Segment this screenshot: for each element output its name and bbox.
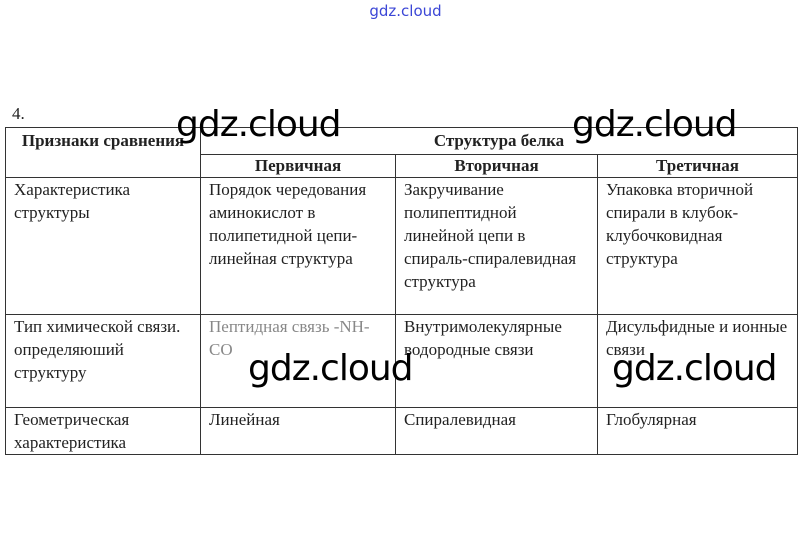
task-number: 4.: [12, 104, 25, 123]
column-header: Вторичная: [395, 154, 598, 178]
watermark: gdz.cloud: [248, 348, 414, 389]
table-cell: Пептидная связь -NH-CO: [200, 314, 396, 408]
table-cell: Линейная: [200, 407, 396, 455]
table-cell: Порядок чередования аминокислот в полипе…: [200, 177, 396, 315]
row-label: Геометрическая характеристика: [5, 407, 201, 455]
row-label: Тип химической связи. определяюший струк…: [5, 314, 201, 408]
subheader-row: Первичная Вторичная Третичная: [6, 154, 799, 178]
row-label: Характеристика структуры: [5, 177, 201, 315]
watermark: gdz.cloud: [572, 104, 738, 145]
table-cell: Глобулярная: [596, 407, 799, 455]
column-header: Третичная: [596, 154, 799, 178]
table-cell: Закручивание полипептидной линейной цепи…: [395, 177, 598, 315]
corner-header: Признаки сравнения: [5, 127, 201, 178]
watermark-top: gdz.cloud: [369, 2, 442, 20]
column-header: Первичная: [200, 154, 396, 178]
table-cell: Спиралевидная: [395, 407, 598, 455]
watermark: gdz.cloud: [612, 348, 778, 389]
table-cell: Упаковка вторичной спирали в клубок-клуб…: [596, 177, 799, 315]
group-header: Структура белка: [199, 127, 799, 155]
table-row: Характеристика структуры Порядок чередов…: [5, 177, 799, 315]
watermark: gdz.cloud: [176, 104, 342, 145]
table-cell: Внутримолекулярные водородные связи: [395, 314, 598, 408]
table-row: Тип химической связи. определяюший струк…: [5, 314, 799, 408]
header-row: Признаки сравнения Структура белка: [5, 127, 799, 178]
table-row: Геометрическая характеристика Линейная С…: [5, 407, 799, 455]
table-cell: Дисульфидные и ионные связи: [596, 314, 799, 408]
protein-structure-table: Признаки сравнения Структура белка Перви…: [5, 127, 799, 455]
